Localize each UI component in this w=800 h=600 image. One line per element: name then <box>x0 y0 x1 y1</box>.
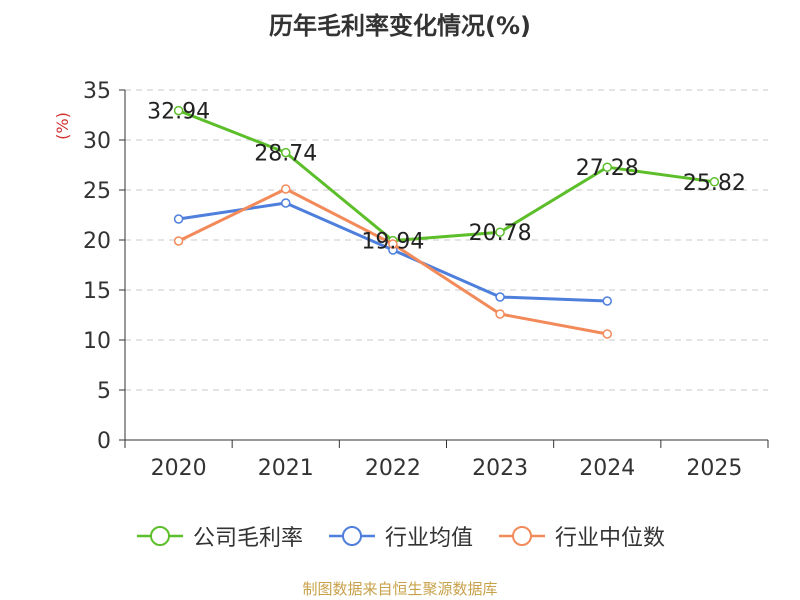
data-label: 20.78 <box>469 221 532 246</box>
data-point <box>495 309 505 319</box>
data-point <box>495 227 505 237</box>
y-tick-label: 30 <box>83 129 111 154</box>
data-label: 25.82 <box>683 171 746 196</box>
y-tick-label: 15 <box>83 279 111 304</box>
data-point <box>602 296 612 306</box>
data-point <box>281 198 291 208</box>
y-tick-label: 10 <box>83 329 111 354</box>
data-point <box>281 147 291 158</box>
data-label: 32.94 <box>147 100 210 125</box>
x-tick-label: 2021 <box>258 456 314 481</box>
data-point <box>602 162 612 172</box>
y-tick-label: 20 <box>83 229 111 254</box>
x-tick-label: 2023 <box>472 456 528 481</box>
source-caption: 制图数据来自恒生聚源数据库 <box>302 580 498 598</box>
data-point <box>388 239 398 249</box>
series-line <box>178 109 715 243</box>
legend-label: 公司毛利率 <box>192 526 303 551</box>
data-point <box>602 329 612 339</box>
chart-title: 历年毛利率变化情况(%) <box>269 12 531 40</box>
x-tick-label: 2022 <box>365 456 421 481</box>
data-point <box>173 214 184 224</box>
series-lines <box>173 105 720 339</box>
y-axis-label: (%) <box>53 112 72 140</box>
data-labels: 32.94 28.74 19.94 20.78 27.28 25.82 <box>147 100 746 255</box>
x-tick-label: 2024 <box>579 456 635 481</box>
legend-label: 行业均值 <box>384 526 473 551</box>
x-tick-label: 2025 <box>686 456 742 481</box>
series-line <box>177 187 608 336</box>
legend-item[interactable]: 行业中位数 <box>497 520 665 552</box>
legend-label: 行业中位数 <box>555 526 666 551</box>
data-point <box>281 184 291 194</box>
grid-lines <box>125 89 768 391</box>
data-label: 27.28 <box>576 156 639 181</box>
legend-item[interactable]: 行业均值 <box>327 520 473 552</box>
legend-item[interactable]: 公司毛利率 <box>135 520 303 552</box>
y-tick-label: 25 <box>83 179 111 204</box>
data-label: 28.74 <box>254 142 317 167</box>
legend-swatch-icon <box>499 526 545 546</box>
data-point <box>495 292 505 302</box>
x-tick-label: 2020 <box>151 456 207 481</box>
y-tick-label: 35 <box>83 79 111 104</box>
legend-swatch-icon <box>328 526 375 546</box>
legend-swatch-icon <box>136 526 183 546</box>
y-tick-label: 0 <box>97 429 111 454</box>
data-point <box>709 177 720 187</box>
data-point <box>173 236 184 246</box>
legend: 公司毛利率 行业均值 行业中位数 <box>0 520 800 552</box>
data-point <box>173 105 184 116</box>
data-label: 19.94 <box>361 230 424 255</box>
y-tick-label: 5 <box>97 379 111 404</box>
